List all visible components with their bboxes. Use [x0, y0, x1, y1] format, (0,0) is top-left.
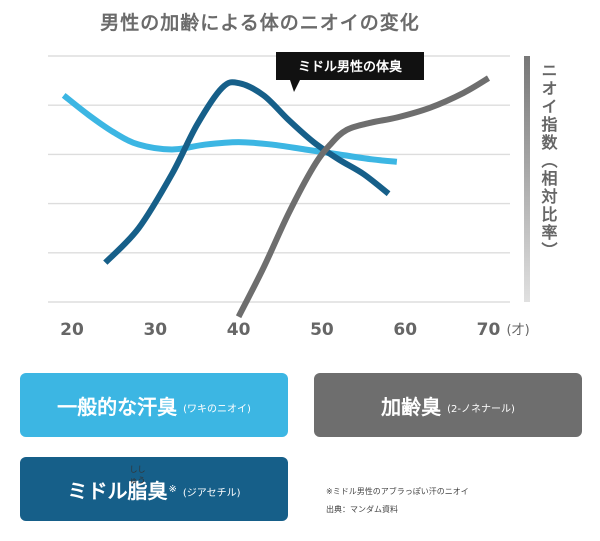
x-axis-unit: (才) [507, 323, 530, 338]
x-axis-ticks: 20 30 40 50 60 70 (才) [60, 320, 529, 340]
footnote: ※ミドル男性のアブラっぽい汗のニオイ [326, 487, 469, 496]
legend-middle-base: 脂 [127, 478, 148, 503]
series-line-1 [103, 79, 391, 265]
series-lines [61, 75, 491, 319]
y-axis-label: ニオイ指数（相対比率） [539, 62, 559, 260]
series-line-0 [61, 93, 398, 165]
x-tick-label: 20 [60, 320, 84, 340]
ruby-part-2: ゅう [129, 475, 146, 485]
legend-middle-sub: (ジアセチル) [182, 487, 241, 499]
grid-lines [48, 55, 510, 303]
legend-middle-ruby-group: ししゅう 脂 [127, 465, 148, 504]
chart-title: 男性の加齢による体のニオイの変化 [100, 12, 420, 34]
legend-middle-pre: ミドル [67, 478, 128, 503]
y-axis-gradient-bar [524, 56, 530, 302]
legend-sweat: 一般的な汗臭 (ワキのニオイ) [20, 373, 288, 437]
annotation-text: ミドル男性の体臭 [298, 59, 402, 75]
legend-middle-mark: ※ [168, 483, 177, 495]
legend-middle-ruby: ししゅう [128, 464, 148, 486]
legend-middle: ミドル ししゅう 脂 臭 ※ (ジアセチル) [20, 457, 288, 521]
line-chart: 20 30 40 50 60 70 (才) ミドル男性の体臭 ニオイ指数（相対比率） [48, 52, 559, 340]
legend-aging-label: 加齢臭 [381, 394, 442, 419]
source-note: 出典：マンダム資料 [326, 505, 398, 514]
legend-aging-sub: (2-ノネナール) [447, 403, 515, 415]
legend-sweat-sub: (ワキのニオイ) [183, 403, 251, 415]
legend-sweat-label: 一般的な汗臭 [57, 394, 178, 419]
x-tick-label: 40 [227, 320, 251, 340]
x-tick-label: 50 [310, 320, 334, 340]
ruby-part-1: しし [129, 464, 146, 474]
legend-aging: 加齢臭 (2-ノネナール) [314, 373, 582, 437]
annotation-callout: ミドル男性の体臭 [276, 52, 424, 92]
x-tick-label: 60 [393, 320, 417, 340]
x-tick-label: 70 [477, 320, 501, 340]
x-tick-label: 30 [143, 320, 167, 340]
series-line-2 [235, 75, 491, 319]
legend-middle-post: 臭 [147, 478, 168, 503]
